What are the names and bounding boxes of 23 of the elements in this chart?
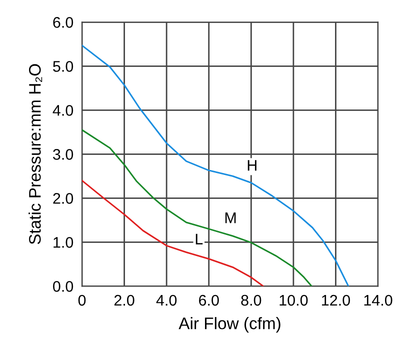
- line-series: [82, 129, 312, 286]
- y-tick-label: 2.0: [53, 193, 74, 204]
- line-series: [82, 180, 264, 286]
- y-tick-label: 5.0: [53, 61, 74, 72]
- x-tick-label: 8.0: [241, 294, 262, 306]
- line-series: [82, 44, 350, 286]
- x-tick-label: 12.0: [322, 294, 350, 306]
- x-axis-title: Air Flow (cfm): [178, 317, 280, 333]
- y-tick-label: 1.0: [54, 237, 74, 248]
- y-tick-label: 6.0: [53, 17, 74, 28]
- x-tick-label: 0: [78, 294, 86, 306]
- y-tick-label: 3.0: [53, 149, 74, 160]
- x-tick-label: 10.0: [280, 294, 308, 306]
- y-tick-label: 0.0: [53, 281, 74, 292]
- series-label: L: [196, 234, 203, 244]
- y-axis-title: Static Pressure:mm H₂O: [28, 64, 42, 244]
- x-tick-label: 6.0: [199, 294, 219, 306]
- x-tick-label: 4.0: [156, 294, 177, 306]
- x-tick-label: 2.0: [114, 294, 134, 306]
- series-label: H: [248, 160, 256, 171]
- series-label: M: [225, 212, 236, 224]
- x-tick-label: 14.0: [364, 294, 392, 306]
- y-tick-label: 4.0: [52, 105, 74, 116]
